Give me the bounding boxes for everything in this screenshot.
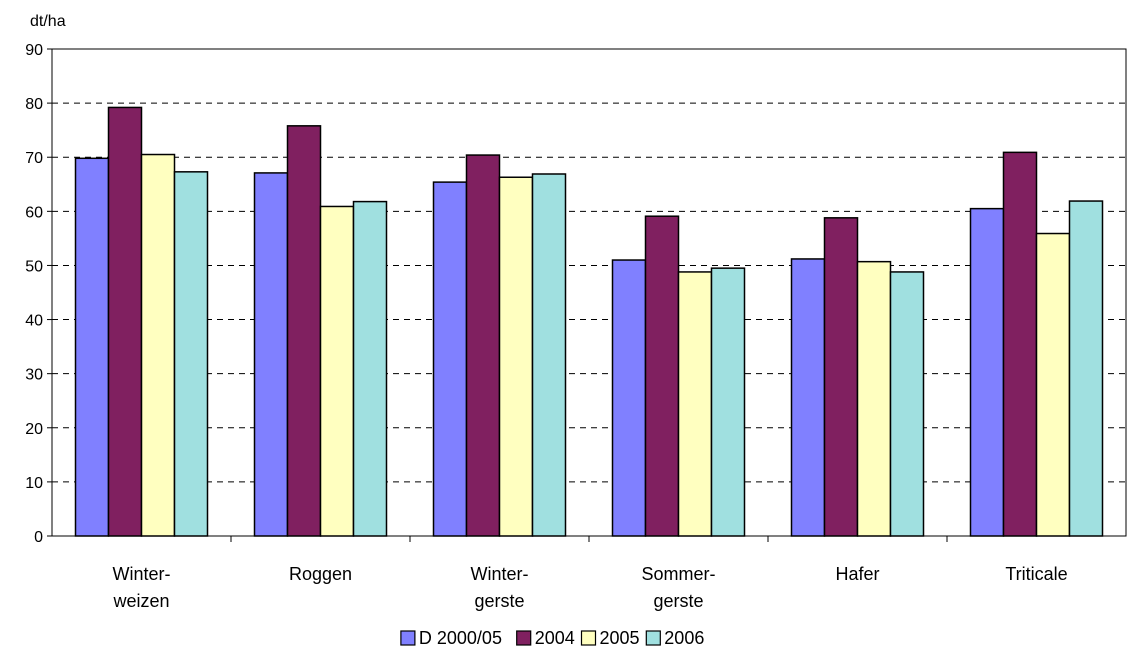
legend-swatch <box>580 630 597 646</box>
legend-label: 2005 <box>600 628 640 648</box>
legend-swatch <box>516 630 532 646</box>
category-label: Hafer <box>835 564 879 584</box>
category-label: Sommer- <box>641 564 715 584</box>
bar <box>286 125 322 537</box>
bar <box>611 259 647 537</box>
plot-area-border <box>51 48 1127 537</box>
bar <box>644 215 680 537</box>
bar <box>498 176 534 537</box>
bar <box>856 260 892 537</box>
bar <box>1035 232 1071 537</box>
category-labels: Winter-weizen Roggen Winter-gerste Sommer-g… <box>112 564 1067 611</box>
axes <box>47 48 1127 542</box>
y-tick-label: 80 <box>25 96 43 113</box>
y-tick-label: 0 <box>34 529 43 546</box>
bar <box>74 157 110 537</box>
legend-swatch <box>400 630 416 646</box>
bar <box>823 217 859 537</box>
bar <box>173 171 209 537</box>
bar <box>352 200 388 537</box>
y-tick-label: 60 <box>25 204 43 221</box>
category-label: weizen <box>112 591 169 611</box>
bar <box>1068 200 1104 537</box>
bar <box>790 258 826 537</box>
bar-series <box>74 106 1104 537</box>
bar <box>253 172 289 537</box>
bar <box>531 173 567 537</box>
category-label: Triticale <box>1005 564 1067 584</box>
category-label: Winter- <box>471 564 529 584</box>
bar <box>969 207 1005 537</box>
bar <box>889 271 925 537</box>
gridlines <box>52 102 1126 483</box>
bar <box>140 153 176 537</box>
bar <box>107 106 143 537</box>
category-label: gerste <box>653 591 703 611</box>
bar <box>432 181 468 537</box>
y-tick-label: 10 <box>25 475 43 492</box>
bar <box>710 267 746 537</box>
legend-label: 2004 <box>535 628 575 648</box>
y-tick-label: 40 <box>25 313 43 330</box>
bar <box>1002 151 1038 537</box>
y-tick-label: 30 <box>25 367 43 384</box>
category-label: Roggen <box>289 564 352 584</box>
legend-swatch <box>645 630 661 646</box>
legend: D 2000/05 2004 2005 2006 <box>400 628 704 648</box>
y-tick-label: 70 <box>25 150 43 167</box>
category-label: Winter- <box>113 564 171 584</box>
legend-label: 2006 <box>664 628 704 648</box>
bar <box>677 271 713 537</box>
y-unit-label: dt/ha <box>30 13 66 30</box>
category-label: gerste <box>474 591 524 611</box>
legend-label: D 2000/05 <box>419 628 502 648</box>
y-tick-label: 50 <box>25 258 43 275</box>
y-tick-label: 90 <box>25 42 43 59</box>
bar <box>319 205 355 537</box>
bar <box>465 154 501 537</box>
y-tick-label: 20 <box>25 421 43 438</box>
y-tick-labels: 0 10 20 30 40 50 60 70 80 90 <box>25 42 43 546</box>
